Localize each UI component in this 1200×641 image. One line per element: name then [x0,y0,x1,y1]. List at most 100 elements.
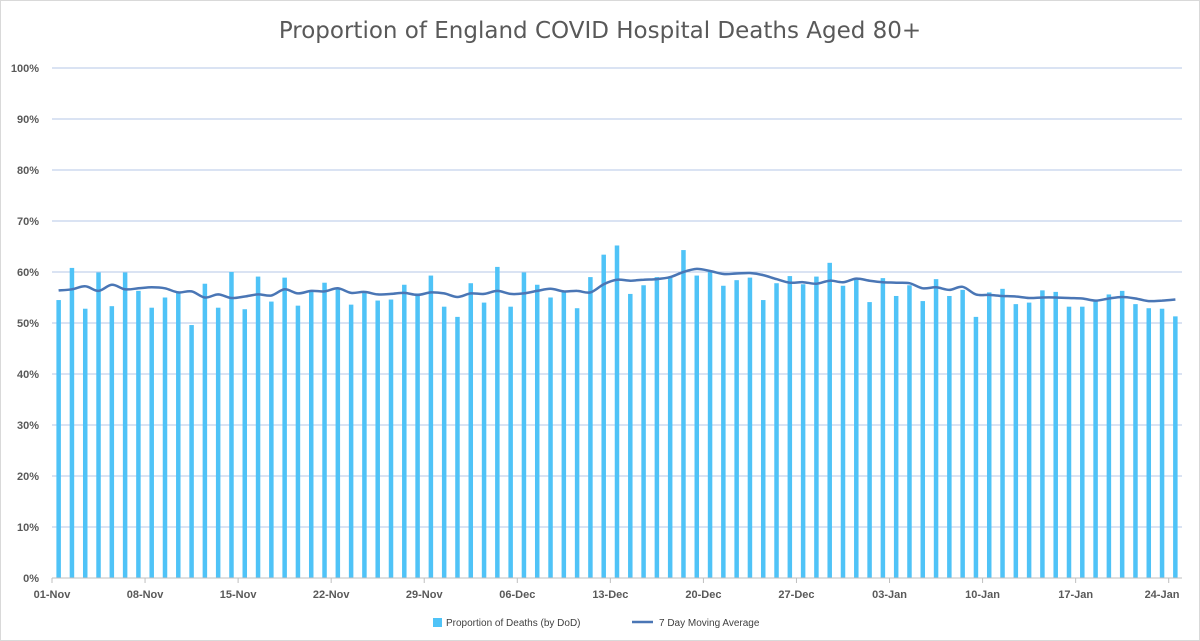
bar [960,289,965,578]
y-tick-label: 40% [17,369,39,381]
bar [760,300,766,578]
bar [202,283,208,578]
bar [282,277,287,578]
bar [561,290,567,578]
bar [681,250,686,578]
bar [907,285,912,578]
y-tick-label: 100% [11,63,39,75]
y-tick-label: 70% [17,216,39,228]
bar [734,280,739,578]
bar [614,245,620,579]
bar [149,307,154,578]
bar [1173,316,1178,578]
bar [109,306,115,578]
x-tick-label: 13-Dec [592,589,628,601]
bar [348,304,354,578]
bar [495,266,500,578]
bar [402,284,407,578]
bar [601,254,606,578]
x-tick-label: 06-Dec [499,589,535,601]
bar [840,285,846,578]
bar [375,300,380,578]
line-series [58,267,1176,303]
bar [1040,290,1045,578]
bar [814,276,819,578]
x-tick-label: 10-Jan [965,589,1000,601]
bar [1080,306,1085,578]
bar [747,277,753,578]
bar [588,277,593,578]
y-tick-label: 80% [17,165,39,177]
bar [707,270,713,578]
bar [242,309,248,578]
bar [388,299,394,578]
x-tick-label: 27-Dec [778,589,814,601]
y-tick-label: 60% [17,267,39,279]
legend-swatch-bars [433,618,442,627]
gridlines [52,67,1182,528]
bar [774,283,779,578]
legend: Proportion of Deaths (by DoD) 7 Day Movi… [433,618,760,629]
bar [136,290,141,578]
bar [920,301,926,578]
bar [82,308,88,578]
x-axis [51,577,1182,583]
bar [362,292,367,578]
bar [308,290,314,578]
bar [800,284,806,578]
bar [96,272,101,578]
bar [1119,290,1125,578]
bar [322,282,327,578]
bar [269,301,274,578]
bar [481,302,487,578]
y-tick-label: 50% [17,318,39,330]
x-tick-label: 15-Nov [220,589,258,601]
bar [654,277,660,578]
bar [1000,288,1005,578]
legend-label-bars: Proportion of Deaths (by DoD) [446,618,581,629]
moving-average-line [58,267,1176,303]
bar [1093,300,1098,578]
bar [721,285,726,578]
x-tick-label: 24-Jan [1145,589,1180,601]
bar [893,295,899,578]
bar [641,285,646,578]
bar [295,305,301,578]
x-tick-label: 29-Nov [406,589,444,601]
bar [162,297,168,578]
bar [521,272,527,578]
bar [880,278,886,578]
y-tick-label: 10% [17,522,39,534]
bar [56,300,61,578]
bar [694,275,700,578]
bar [1106,294,1112,578]
bar [933,279,939,578]
bar [1146,308,1152,578]
bar [787,276,793,578]
bar [947,295,952,578]
bar [441,306,447,578]
x-tick-label: 01-Nov [34,589,72,601]
bar [1053,291,1058,578]
bar [827,262,832,578]
x-tick-label: 17-Jan [1058,589,1093,601]
bar [415,293,420,578]
bar [455,316,460,578]
x-axis-tick-labels: 01-Nov 08-Nov 15-Nov 22-Nov 29-Nov 06-Dec 13-D… [34,589,1180,601]
bar [176,292,181,578]
bar [667,277,673,578]
bar [1026,302,1032,578]
x-tick-label: 03-Jan [872,589,907,601]
bar [574,308,580,578]
bar [229,272,234,578]
bar [867,302,872,578]
bar [973,316,979,578]
bar [548,297,553,578]
bar [335,288,341,578]
bar [508,306,513,578]
bar [428,275,434,578]
bar [468,283,474,578]
y-axis-tick-labels: 0% 10% 20% 30% 40% 50% 60% 70% 80% 90% 100% [11,63,39,585]
